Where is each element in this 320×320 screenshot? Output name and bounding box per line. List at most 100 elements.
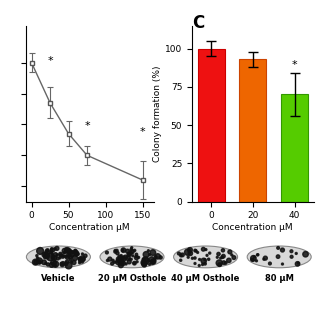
Point (294, 251, 299, 256)
Point (37, 260, 42, 266)
Point (150, 260, 155, 265)
Point (112, 260, 117, 265)
Point (55, 252, 60, 258)
Text: *: * (140, 127, 145, 137)
Point (188, 251, 193, 256)
Bar (281, 94, 308, 202)
Point (77, 256, 82, 261)
Point (289, 254, 294, 259)
Point (69, 250, 75, 255)
Point (280, 247, 285, 252)
Point (295, 261, 300, 267)
Point (254, 258, 259, 263)
Text: C: C (192, 14, 204, 32)
Point (176, 251, 181, 256)
Point (132, 260, 137, 266)
Point (33, 260, 38, 265)
Point (141, 260, 146, 265)
Point (178, 258, 183, 263)
Point (68, 257, 73, 262)
Point (53, 261, 58, 267)
Point (51, 260, 56, 265)
Point (81, 257, 86, 262)
Point (58, 252, 63, 257)
Point (65, 255, 70, 260)
Point (63, 260, 68, 265)
Point (129, 245, 134, 250)
Text: 80 μM: 80 μM (265, 274, 294, 283)
Point (53, 263, 58, 268)
Point (74, 252, 79, 257)
Point (43, 255, 48, 260)
Point (50, 255, 55, 260)
Point (59, 261, 64, 266)
Point (127, 252, 132, 257)
Point (67, 253, 72, 258)
Point (49, 248, 54, 253)
Point (200, 262, 205, 267)
Point (203, 247, 208, 252)
Point (36, 259, 42, 264)
Point (276, 254, 281, 259)
Point (77, 260, 82, 265)
Point (136, 255, 141, 260)
Point (303, 252, 308, 257)
Point (220, 248, 226, 253)
Point (280, 261, 285, 267)
Point (192, 261, 197, 266)
Point (74, 251, 79, 256)
Circle shape (26, 246, 90, 268)
Point (66, 248, 71, 253)
Point (60, 253, 65, 258)
Point (130, 249, 135, 254)
Point (77, 257, 83, 262)
Point (150, 250, 156, 255)
Bar (239, 59, 266, 202)
Point (45, 262, 51, 267)
Point (42, 260, 47, 265)
Point (83, 253, 88, 258)
Circle shape (100, 246, 164, 268)
Point (129, 247, 134, 252)
Point (49, 250, 54, 255)
Point (134, 252, 139, 257)
Text: 40 μM Osthole: 40 μM Osthole (172, 274, 240, 283)
Point (45, 248, 51, 253)
Point (147, 252, 152, 257)
Point (53, 252, 58, 257)
Point (190, 256, 195, 261)
Point (44, 248, 50, 253)
Point (42, 252, 47, 257)
Point (55, 256, 60, 261)
Point (130, 253, 135, 258)
Point (192, 255, 197, 260)
Point (66, 263, 71, 268)
Point (158, 255, 163, 260)
Point (62, 248, 67, 253)
Point (223, 260, 228, 266)
Point (117, 254, 122, 259)
Point (217, 262, 222, 267)
Point (289, 249, 294, 254)
Text: *: * (292, 60, 297, 70)
Point (141, 261, 147, 266)
Point (60, 262, 65, 267)
Point (143, 258, 148, 263)
Point (217, 260, 222, 266)
Point (186, 255, 191, 260)
Point (45, 250, 50, 255)
Point (44, 255, 49, 260)
Point (71, 260, 76, 265)
Point (121, 257, 126, 262)
Point (204, 253, 210, 258)
Point (64, 247, 69, 252)
Point (73, 248, 78, 253)
Point (255, 252, 260, 257)
Point (149, 257, 154, 262)
Point (226, 258, 231, 263)
Point (206, 257, 211, 262)
Point (65, 248, 70, 253)
Point (207, 251, 212, 256)
Point (104, 250, 109, 255)
Point (65, 259, 70, 264)
